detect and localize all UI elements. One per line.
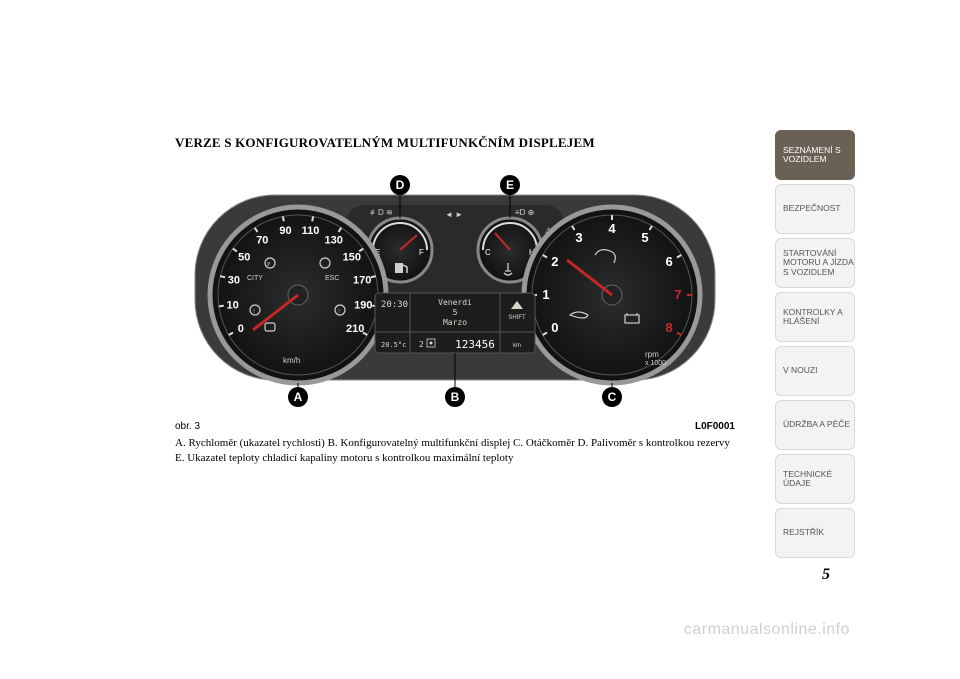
svg-text:3: 3	[575, 230, 582, 245]
side-nav-tabs: SEZNÁMENÍ S VOZIDLEMBEZPEČNOSTSTARTOVÁNÍ…	[775, 130, 855, 562]
svg-text:A: A	[294, 390, 303, 404]
svg-text:6: 6	[666, 254, 673, 269]
svg-text:30: 30	[228, 274, 240, 286]
figure-number: obr. 3	[175, 421, 200, 432]
svg-text:x 1000: x 1000	[645, 360, 666, 367]
svg-text:◄ ►: ◄ ►	[445, 210, 463, 219]
svg-text:130: 130	[325, 234, 343, 246]
svg-text:!: !	[253, 309, 255, 315]
speedometer: km/h CITY ESC P ! !	[210, 207, 386, 383]
svg-text:20.5°c: 20.5°c	[381, 341, 406, 349]
nav-tab[interactable]: REJSTŘÍK	[775, 508, 855, 558]
svg-text:2: 2	[419, 340, 424, 349]
svg-text:D: D	[396, 178, 405, 192]
cluster-svg: ≢D ≋ ◄ ► ≡D ⊕ ⚠ E F C H	[175, 165, 735, 415]
svg-text:90: 90	[279, 225, 291, 237]
svg-text:123456: 123456	[455, 338, 495, 351]
instrument-cluster-figure: ≢D ≋ ◄ ► ≡D ⊕ ⚠ E F C H	[175, 165, 735, 466]
nav-tab[interactable]: KONTROLKY A HLÁŠENÍ	[775, 292, 855, 342]
svg-text:50: 50	[238, 252, 250, 264]
svg-text:70: 70	[256, 234, 268, 246]
svg-text:Marzo: Marzo	[443, 318, 467, 327]
nav-tab[interactable]: STARTOVÁNÍ MOTORU A JÍZDA S VOZIDLEM	[775, 238, 855, 288]
svg-text:SHIFT: SHIFT	[508, 315, 526, 321]
multifunction-display: 20:30 Venerdi 5 Marzo SHIFT 20.5°c 2 123…	[375, 293, 535, 353]
svg-text:4: 4	[608, 221, 616, 236]
svg-text:Venerdi: Venerdi	[438, 298, 472, 307]
figure-caption: A. Rychloměr (ukazatel rychlosti) B. Kon…	[175, 436, 735, 466]
svg-text:F: F	[419, 248, 424, 257]
svg-text:≢D ≋: ≢D ≋	[370, 208, 393, 217]
svg-text:ESC: ESC	[325, 275, 339, 282]
page-number: 5	[822, 566, 830, 584]
svg-text:2: 2	[551, 254, 558, 269]
nav-tab[interactable]: ÚDRŽBA A PÉČE	[775, 400, 855, 450]
svg-text:C: C	[485, 248, 491, 257]
section-title: VERZE S KONFIGUROVATELNÝM MULTIFUNKČNÍM …	[175, 135, 735, 151]
svg-text:B: B	[451, 390, 460, 404]
svg-text:E: E	[506, 178, 514, 192]
svg-text:C: C	[608, 390, 617, 404]
svg-text:170: 170	[353, 274, 371, 286]
svg-text:5: 5	[453, 308, 458, 317]
svg-text:CITY: CITY	[247, 275, 263, 282]
figure-code: L0F0001	[695, 421, 735, 432]
nav-tab[interactable]: BEZPEČNOST	[775, 184, 855, 234]
svg-text:rpm: rpm	[645, 350, 659, 359]
svg-text:10: 10	[227, 299, 239, 311]
nav-tab[interactable]: TECHNICKÉ ÚDAJE	[775, 454, 855, 504]
svg-text:110: 110	[302, 225, 320, 237]
svg-text:7: 7	[674, 287, 681, 302]
svg-text:0: 0	[238, 323, 244, 335]
svg-text:210: 210	[346, 323, 364, 335]
nav-tab[interactable]: SEZNÁMENÍ S VOZIDLEM	[775, 130, 855, 180]
svg-text:≡D ⊕: ≡D ⊕	[515, 208, 534, 217]
svg-text:!: !	[338, 309, 340, 315]
svg-text:8: 8	[666, 320, 673, 335]
svg-text:1: 1	[542, 287, 549, 302]
svg-text:0: 0	[551, 320, 558, 335]
svg-text:km/h: km/h	[283, 356, 300, 365]
svg-text:20:30: 20:30	[381, 300, 408, 310]
nav-tab[interactable]: V NOUZI	[775, 346, 855, 396]
svg-text:190: 190	[354, 299, 372, 311]
watermark: carmanualsonline.info	[684, 621, 850, 639]
svg-text:5: 5	[641, 230, 648, 245]
svg-text:km: km	[513, 343, 521, 349]
svg-text:150: 150	[343, 252, 361, 264]
